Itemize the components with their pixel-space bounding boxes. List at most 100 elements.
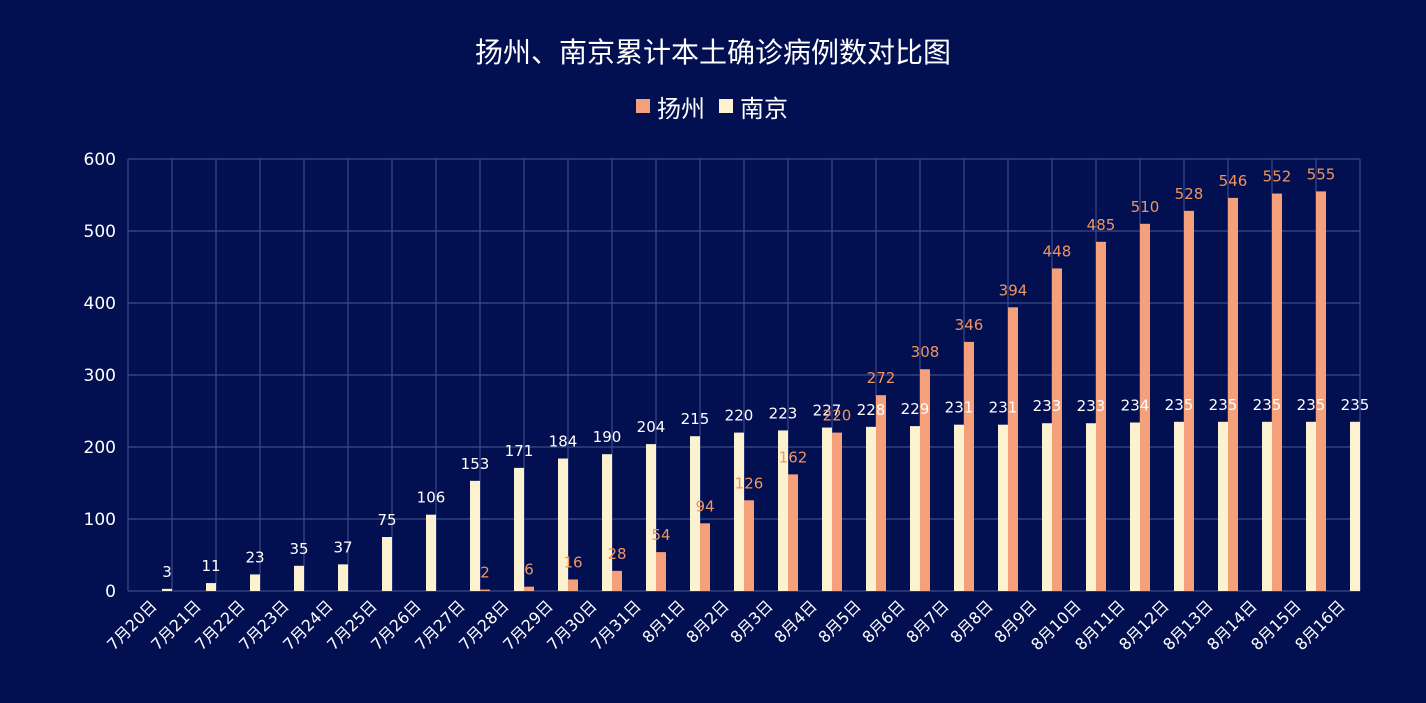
data-label-nanjing: 235 [1253,396,1282,414]
bar-yangzhou [480,589,490,591]
data-label-yangzhou: 16 [563,553,582,571]
bar-nanjing [1350,421,1360,591]
bar-yangzhou [568,579,578,591]
y-tick-label: 400 [84,294,116,314]
bar-yangzhou [1272,193,1282,591]
data-label-nanjing: 235 [1209,396,1238,414]
bar-nanjing [470,480,480,591]
data-label-yangzhou: 308 [911,343,940,361]
bar-yangzhou [1228,197,1238,591]
legend-label-nanjing: 南京 [740,95,788,123]
legend-swatch-nanjing [719,99,733,113]
data-label-nanjing: 231 [989,399,1018,417]
data-label-nanjing: 235 [1297,396,1326,414]
data-label-nanjing: 106 [417,489,446,507]
legend: 扬州 南京 [636,95,788,123]
x-category-label: 8月8日 [946,596,996,646]
data-label-nanjing: 37 [333,538,352,556]
y-axis-ticks: 0 100 200 300 400 500 600 [84,150,116,602]
bar-yangzhou [1096,241,1106,592]
data-label-nanjing: 190 [593,428,622,446]
x-category-label: 8月6日 [858,596,908,646]
y-tick-label: 100 [84,510,116,530]
data-label-yangzhou: 510 [1131,198,1160,216]
data-label-nanjing: 23 [245,548,264,566]
bar-yangzhou [656,552,666,591]
data-label-yangzhou: 162 [779,448,808,466]
y-tick-label: 200 [84,438,116,458]
legend-swatch-yangzhou [636,99,650,113]
data-label-yangzhou: 94 [695,497,714,515]
data-label-nanjing: 153 [461,455,490,473]
data-label-yangzhou: 220 [823,407,852,425]
x-axis-categories: 7月20日7月21日7月22日7月23日7月24日7月25日7月26日7月27日… [103,596,1349,654]
bar-nanjing [338,564,348,591]
bar-nanjing [998,424,1008,591]
bar-yangzhou [700,523,710,591]
bar-nanjing [206,583,216,591]
bar-nanjing [558,458,568,591]
legend-label-yangzhou: 扬州 [657,95,705,123]
data-label-yangzhou: 6 [524,561,534,579]
bar-yangzhou [744,500,754,591]
bar-nanjing [1086,423,1096,591]
data-label-yangzhou: 126 [735,474,764,492]
x-category-label: 8月4日 [770,596,820,646]
data-label-nanjing: 233 [1077,397,1106,415]
data-label-yangzhou: 546 [1219,172,1248,190]
bar-yangzhou [1184,210,1194,591]
bar-nanjing [294,565,304,591]
bar-nanjing [866,426,876,591]
bar-nanjing [602,454,612,591]
bar-nanjing [1262,421,1272,591]
x-category-label: 8月5日 [814,596,864,646]
bar-nanjing [382,537,392,591]
bar-nanjing [822,427,832,591]
data-label-nanjing: 229 [901,400,930,418]
data-label-nanjing: 227 [813,402,842,420]
bar-yangzhou [524,586,534,591]
data-label-nanjing: 215 [681,410,710,428]
bar-nanjing [1218,421,1228,591]
y-tick-label: 300 [84,366,116,386]
bar-yangzhou [1052,268,1062,591]
bar-nanjing [1306,421,1316,591]
bar-nanjing [910,426,920,591]
data-label-yangzhou: 346 [955,316,984,334]
data-label-yangzhou: 54 [651,526,670,544]
bar-nanjing [778,430,788,591]
data-label-yangzhou: 485 [1087,216,1116,234]
bar-yangzhou [788,474,798,591]
data-label-nanjing: 223 [769,404,798,422]
bar-nanjing [734,432,744,591]
bar-nanjing [690,436,700,591]
x-category-label: 8月2日 [682,596,732,646]
data-label-yangzhou: 555 [1307,165,1336,183]
bar-yangzhou [920,369,930,591]
bars [162,191,1360,592]
bar-nanjing [646,444,656,591]
y-tick-label: 600 [84,150,116,170]
bar-yangzhou [964,341,974,591]
data-label-yangzhou: 28 [607,545,626,563]
data-label-yangzhou: 528 [1175,185,1204,203]
y-tick-label: 0 [105,582,116,602]
data-label-nanjing: 35 [289,540,308,558]
bar-nanjing [1130,422,1140,591]
data-label-nanjing: 234 [1121,397,1150,415]
bar-yangzhou [832,432,842,591]
bar-yangzhou [1140,223,1150,592]
chart-title: 扬州、南京累计本土确诊病例数对比图 [475,36,951,69]
data-label-nanjing: 235 [1341,396,1370,414]
bar-nanjing [1174,421,1184,591]
bar-nanjing [162,588,172,591]
data-label-nanjing: 3 [162,563,172,581]
bar-nanjing [426,514,436,591]
data-label-yangzhou: 552 [1263,168,1292,186]
bar-yangzhou [1008,307,1018,591]
bar-nanjing [954,424,964,591]
data-label-yangzhou: 2 [480,564,490,582]
bar-yangzhou [1316,191,1326,591]
data-label-nanjing: 235 [1165,396,1194,414]
